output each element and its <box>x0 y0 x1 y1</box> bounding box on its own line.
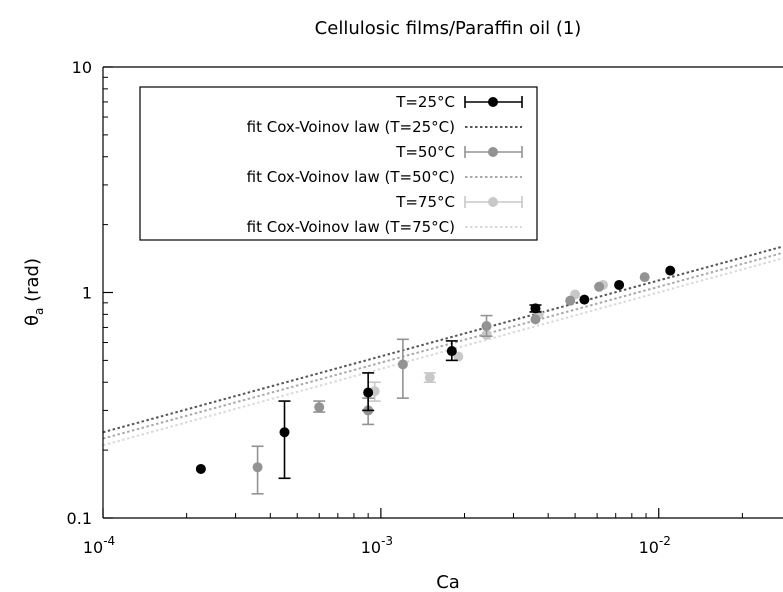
legend-label: fit Cox-Voinov law (T=25°C) <box>247 118 455 136</box>
data-point <box>481 321 492 332</box>
y-axis-label: θa (rad) <box>22 258 46 326</box>
x-tick-label-base: 10 <box>361 538 381 557</box>
y-tick-label: 0.1 <box>67 509 92 528</box>
data-point <box>252 462 263 473</box>
legend-key-point <box>488 197 498 207</box>
y-axis-label-sub: a <box>32 308 46 315</box>
series-layer <box>102 245 783 495</box>
data-point <box>579 294 590 305</box>
data-point <box>453 351 464 362</box>
chart-title: Cellulosic films/Paraffin oil (1) <box>315 18 582 39</box>
y-axis-label-base: θ <box>22 315 43 326</box>
legend-label: T=25°C <box>395 93 455 111</box>
data-point <box>530 314 541 325</box>
x-tick-label-exp: -4 <box>103 534 115 548</box>
data-point <box>614 279 625 290</box>
x-tick-label: 10-2 <box>639 534 671 557</box>
fit-line <box>102 257 783 447</box>
x-tick-label-base: 10 <box>639 538 659 557</box>
legend-box <box>139 86 538 241</box>
legend-key-point <box>488 147 498 157</box>
data-point <box>424 372 435 383</box>
legend: T=25°C fit Cox-Voinov law (T=25°C) T=50°C f… <box>139 86 538 241</box>
data-point <box>363 387 374 398</box>
x-tick-label-exp: -3 <box>381 534 393 548</box>
legend-label: fit Cox-Voinov law (T=75°C) <box>247 218 455 236</box>
data-point <box>665 265 676 276</box>
data-point <box>594 281 605 292</box>
data-point <box>314 402 325 413</box>
legend-entries: T=25°C fit Cox-Voinov law (T=25°C) T=50°C f… <box>247 93 523 236</box>
legend-key-point <box>488 97 498 107</box>
x-tick-label: 10-4 <box>83 534 115 557</box>
x-tick-label-exp: -2 <box>659 534 671 548</box>
fit-line <box>102 251 783 440</box>
data-point <box>195 463 206 474</box>
x-tick-label: 10-3 <box>361 534 393 557</box>
y-tick-label: 1 <box>82 284 92 303</box>
data-point <box>639 272 650 283</box>
data-point <box>397 359 408 370</box>
data-point <box>446 346 457 357</box>
x-axis-label: Ca <box>436 572 460 592</box>
legend-label: T=50°C <box>395 143 455 161</box>
y-tick-label: 10 <box>72 58 92 77</box>
data-point <box>565 295 576 306</box>
fit-line <box>102 245 783 434</box>
legend-label: fit Cox-Voinov law (T=50°C) <box>247 168 455 186</box>
data-point <box>530 303 541 314</box>
y-axis-label-rest: (rad) <box>22 258 43 308</box>
x-tick-label-base: 10 <box>83 538 103 557</box>
data-point <box>279 427 290 438</box>
legend-label: T=75°C <box>395 193 455 211</box>
